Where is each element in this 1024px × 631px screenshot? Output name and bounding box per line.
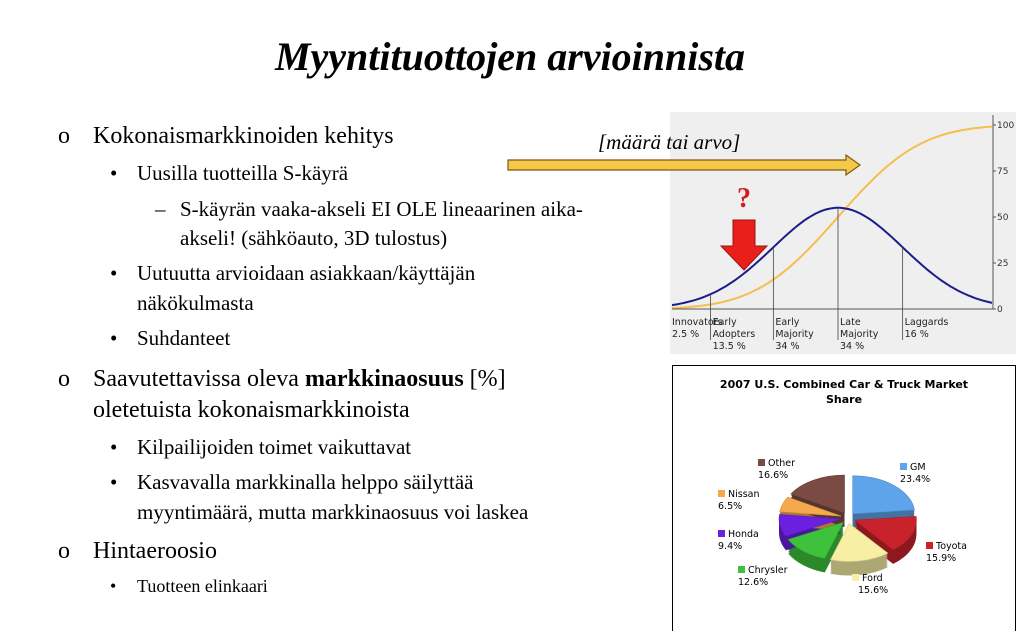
segment-label: Adopters <box>713 329 756 340</box>
bullet-marker: o <box>58 366 70 392</box>
bullet-text: Kasvavalla markkinalla helppo säilyttää <box>137 470 474 494</box>
pie-label: Toyota <box>935 541 967 552</box>
pie-value-label: 15.6% <box>858 585 888 596</box>
slide-title: Myyntituottojen arvioinnista <box>274 34 745 79</box>
segment-share: 16 % <box>905 329 929 340</box>
pie-label: Ford <box>862 573 883 584</box>
adoption-chart-bg <box>670 112 1016 354</box>
bullet-text: akseli! (sähköauto, 3D tulostus) <box>180 226 447 250</box>
pie-value-label: 6.5% <box>718 501 742 512</box>
y-tick-label: 75 <box>997 167 1008 177</box>
pie-slice <box>830 523 889 562</box>
segment-label: Laggards <box>905 317 949 328</box>
annotation: [määrä tai arvo] <box>598 130 740 154</box>
segment-share: 34 % <box>775 341 799 352</box>
legend-swatch <box>852 574 859 581</box>
bullet-text: näkökulmasta <box>137 291 254 315</box>
bullet-marker: • <box>110 435 117 459</box>
bullet-marker: • <box>110 470 117 494</box>
pie-label: Other <box>768 458 795 469</box>
text-run: [%] <box>464 366 506 392</box>
y-tick-label: 50 <box>997 213 1009 223</box>
pie-slice <box>852 475 915 515</box>
y-tick-label: 25 <box>997 259 1008 269</box>
legend-swatch <box>926 542 933 549</box>
pie-value-label: 23.4% <box>900 474 930 485</box>
bullet-marker: o <box>58 538 70 564</box>
pie-title: 2007 U.S. Combined Car & Truck Market <box>720 378 968 391</box>
bullet-marker: • <box>110 161 117 185</box>
legend-swatch <box>758 459 765 466</box>
pie-value-label: 15.9% <box>926 553 956 564</box>
bullet-text: S-käyrän vaaka-akseli EI OLE lineaarinen… <box>180 197 583 221</box>
bullet-text: Hintaeroosio <box>93 538 217 564</box>
pie-slice <box>853 516 917 551</box>
pie-slice <box>790 474 845 514</box>
segment-label: Majority <box>775 329 814 340</box>
bullet-marker: • <box>110 326 117 350</box>
pie-chart: 2007 U.S. Combined Car & Truck Market Sha… <box>718 378 968 596</box>
pie-title: Share <box>826 393 862 406</box>
bell-curve <box>671 206 993 307</box>
y-tick-label: 0 <box>997 305 1003 315</box>
pie-value-label: 16.6% <box>758 470 788 481</box>
bullet-text: oletetuista kokonaismarkkinoista <box>93 397 410 423</box>
pie-value-label: 9.4% <box>718 541 742 552</box>
bullet-text: Kilpailijoiden toimet vaikuttavat <box>137 435 411 459</box>
bullet-text: Tuotteen elinkaari <box>137 576 268 596</box>
bullet-text: Uusilla tuotteilla S-käyrä <box>137 161 349 185</box>
pie-label: Chrysler <box>748 565 788 576</box>
bullet-text: Uutuutta arvioidaan asiakkaan/käyttäjän <box>137 261 476 285</box>
segment-label: Late <box>840 317 861 328</box>
pie-label: GM <box>910 462 926 473</box>
bold-text: markkinaosuus <box>305 366 464 392</box>
legend-swatch <box>738 566 745 573</box>
question-mark: ? <box>737 183 751 214</box>
pie-value-label: 12.6% <box>738 577 768 588</box>
pie-label: Honda <box>728 529 759 540</box>
pie-slice <box>778 514 842 537</box>
segment-label: Innovators <box>672 317 723 328</box>
s-curve <box>671 125 993 309</box>
bullet-text: Kokonaismarkkinoiden kehitys <box>93 123 394 149</box>
segment-share: 34 % <box>840 341 864 352</box>
bullet-marker: • <box>110 261 117 285</box>
bullet-marker: – <box>154 197 166 221</box>
bullet-marker: o <box>58 123 70 149</box>
bullet-text: Suhdanteet <box>137 326 230 350</box>
pie-slice <box>787 521 845 559</box>
segment-label: Early <box>713 317 737 328</box>
legend-swatch <box>900 463 907 470</box>
segment-label: Majority <box>840 329 879 340</box>
bullet-text: Saavutettavissa oleva markkinaosuus [%] <box>93 366 506 392</box>
y-tick-label: 100 <box>997 121 1014 131</box>
arrow <box>507 153 862 177</box>
pie-label: Nissan <box>728 489 760 500</box>
legend-swatch <box>718 530 725 537</box>
segment-share: 2.5 % <box>672 329 699 340</box>
segment-label: Early <box>775 317 799 328</box>
segment-share: 13.5 % <box>713 341 746 352</box>
bullet-text: myyntimäärä, mutta markkinaosuus voi las… <box>137 500 529 524</box>
bullet-list: o Kokonaismarkkinoiden kehitys • Uusilla tu… <box>58 123 583 596</box>
text-run: Saavutettavissa oleva <box>93 366 305 392</box>
pie-slice <box>779 496 842 517</box>
down-arrow <box>719 219 769 271</box>
bullet-marker: • <box>110 576 116 596</box>
legend-swatch <box>718 490 725 497</box>
